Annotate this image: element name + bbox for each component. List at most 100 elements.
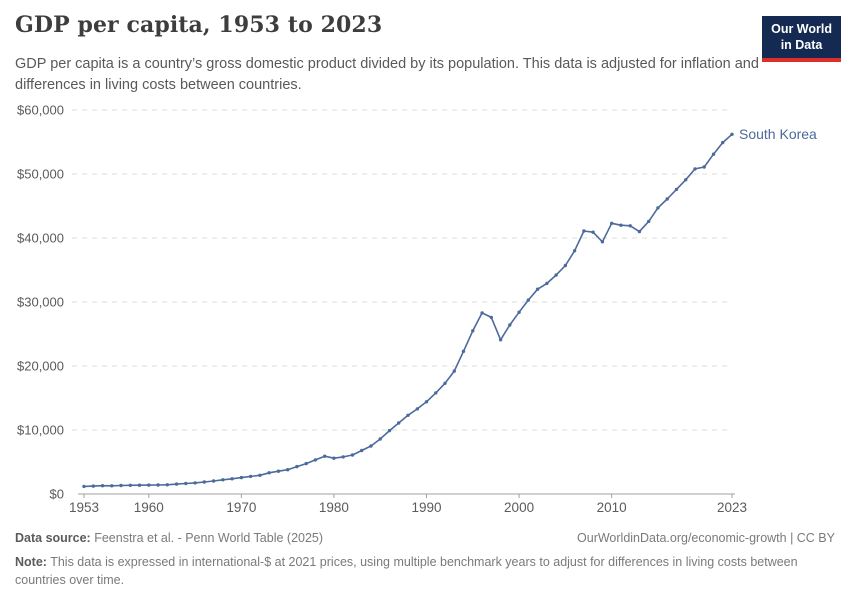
data-point[interactable] [517,310,521,314]
data-point[interactable] [128,483,132,487]
series-end-label: South Korea [739,126,817,142]
data-point[interactable] [397,421,401,425]
data-point[interactable] [221,478,225,482]
x-tick-label: 2010 [597,500,627,515]
data-point[interactable] [369,444,373,448]
data-point[interactable] [286,468,290,472]
data-point[interactable] [304,461,308,466]
data-point[interactable] [684,178,688,182]
data-source-label: Data source: [15,531,91,545]
data-point[interactable] [730,132,734,136]
x-tick-label: 1960 [134,500,164,515]
data-point[interactable] [656,206,660,210]
data-point[interactable] [674,187,679,192]
data-point[interactable] [137,483,142,487]
owid-logo-line1: Our World [771,22,832,36]
data-point[interactable] [424,400,429,404]
data-point[interactable] [360,448,364,453]
data-point[interactable] [378,437,382,441]
data-point[interactable] [647,219,651,224]
data-point[interactable] [610,221,614,225]
data-point[interactable] [628,224,632,228]
data-point[interactable] [165,483,169,487]
data-point[interactable] [508,323,512,327]
y-tick-label: $0 [50,487,64,502]
page-title: GDP per capita, 1953 to 2023 [15,12,383,38]
owid-logo-line2: in Data [780,38,823,53]
series-line[interactable] [83,133,733,488]
data-point[interactable] [387,428,392,433]
owid-logo[interactable]: Our World in Data [762,16,841,62]
data-point[interactable] [693,167,697,171]
data-point[interactable] [480,311,484,315]
data-point[interactable] [323,454,327,458]
data-point[interactable] [526,298,530,302]
data-point[interactable] [572,249,577,253]
data-point[interactable] [665,197,669,201]
data-point[interactable] [184,481,188,486]
x-tick-label: 1980 [319,500,349,515]
y-tick-label: $60,000 [17,103,64,118]
data-point[interactable] [637,229,642,234]
data-point[interactable] [711,152,716,156]
credit-link[interactable]: OurWorldinData.org/economic-growth | CC … [577,531,835,545]
note-label: Note: [15,555,47,569]
data-point[interactable] [498,338,503,342]
data-point[interactable] [619,223,623,227]
data-point[interactable] [471,329,475,333]
data-point[interactable] [415,407,419,411]
data-point[interactable] [193,481,197,485]
data-point[interactable] [91,484,96,488]
data-source: Data source: Feenstra et al. - Penn Worl… [15,531,323,545]
data-point[interactable] [545,281,549,286]
data-point[interactable] [110,484,114,488]
chart-canvas[interactable]: $0 $10,000 $20,000 $30,000 $40,000 $50,000 $60… [0,95,850,520]
data-point[interactable] [563,263,568,268]
data-point[interactable] [350,453,355,457]
data-point[interactable] [702,165,706,169]
x-tick-label: 2023 [717,500,747,515]
chart-note: Note: This data is expressed in internat… [15,553,817,589]
data-point[interactable] [119,483,123,488]
data-point[interactable] [443,381,447,385]
data-point[interactable] [313,458,318,462]
chart-footer: Data source: Feenstra et al. - Penn Worl… [15,531,835,545]
data-point[interactable] [156,483,160,487]
data-point[interactable] [332,456,336,460]
x-tick-label: 1970 [226,500,256,515]
note-text: This data is expressed in international-… [15,555,798,588]
data-point[interactable] [461,349,466,353]
data-point[interactable] [100,484,105,488]
data-point[interactable] [174,482,179,486]
data-point[interactable] [600,240,605,244]
data-point[interactable] [230,477,234,481]
data-point[interactable] [406,413,410,417]
data-point[interactable] [82,484,86,489]
y-tick-label: $30,000 [17,295,64,310]
x-tick-label: 1953 [69,500,99,515]
data-point[interactable] [591,230,595,234]
data-point[interactable] [554,273,558,277]
data-point[interactable] [258,473,262,477]
data-source-text: Feenstra et al. - Penn World Table (2025… [90,531,324,545]
data-point[interactable] [147,483,151,487]
chart-subtitle: GDP per capita is a country’s gross dome… [15,56,759,94]
x-tick-label: 1990 [411,500,441,515]
data-point[interactable] [267,471,271,475]
data-point[interactable] [211,479,216,483]
data-point[interactable] [452,369,456,373]
data-point[interactable] [721,140,725,145]
data-point[interactable] [295,464,299,469]
data-point[interactable] [535,287,540,291]
data-point[interactable] [248,474,253,479]
data-point[interactable] [489,315,493,320]
data-point[interactable] [276,469,281,473]
data-point[interactable] [341,455,345,459]
y-tick-label: $40,000 [17,231,64,246]
data-point[interactable] [582,229,586,233]
data-point[interactable] [202,480,206,484]
line-chart[interactable]: $0 $10,000 $20,000 $30,000 $40,000 $50,000 $60… [0,95,850,520]
x-tick-label: 2000 [504,500,534,515]
data-point[interactable] [434,391,438,395]
data-point[interactable] [239,475,244,480]
